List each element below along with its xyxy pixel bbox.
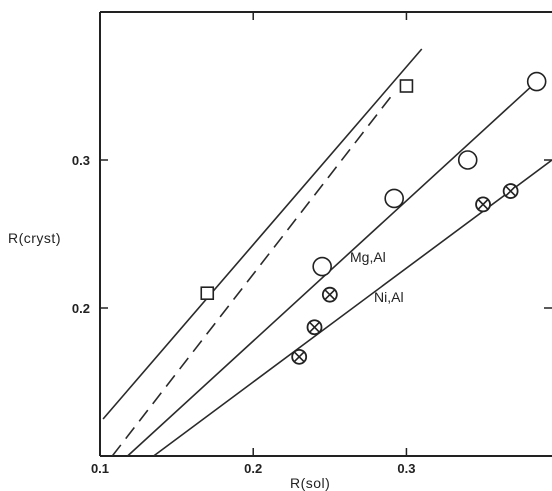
circle-cross-marker [475,196,491,213]
plot-frame [99,11,552,457]
square-marker [200,286,215,301]
circle-cross-stroke [293,351,305,363]
circle-cross-stroke [505,185,517,197]
circle-cross-stroke [324,289,336,301]
y-tick-label: 0.2 [72,301,90,316]
fit-line-series-3 [153,159,552,457]
circle-cross-marker [502,183,519,199]
circle-marker [312,256,332,277]
fit-lines [102,48,552,457]
circle-marker [384,188,404,209]
circle-cross-marker [306,319,323,336]
series-label-mg-al: Mg,Al [350,249,386,265]
circle-cross-stroke [309,321,320,333]
axis-ticks: 0.1 0.2 0.3 0.2 0.3 [72,12,552,476]
y-tick-label: 0.3 [72,153,90,168]
x-tick-label: 0.1 [91,461,109,476]
fit-line-series-0 [102,48,423,420]
series-label-ni-al: Ni,Al [374,289,404,305]
x-tick-label: 0.3 [397,461,415,476]
circle-cross-stroke [477,198,489,210]
fit-line-series-1 [111,95,392,457]
x-tick-label: 0.2 [244,461,262,476]
circle-marker [457,150,478,170]
circle-cross-marker [291,348,308,365]
fit-line-series-2 [127,80,538,457]
square-marker [399,79,414,93]
circle-marker [526,71,547,92]
x-axis-title: R(sol) [290,475,330,491]
y-axis-title: R(cryst) [8,230,61,246]
data-points [200,71,547,365]
circle-cross-marker [321,286,338,303]
chart-text: R(cryst) R(sol) Mg,Al Ni,Al [8,230,404,491]
